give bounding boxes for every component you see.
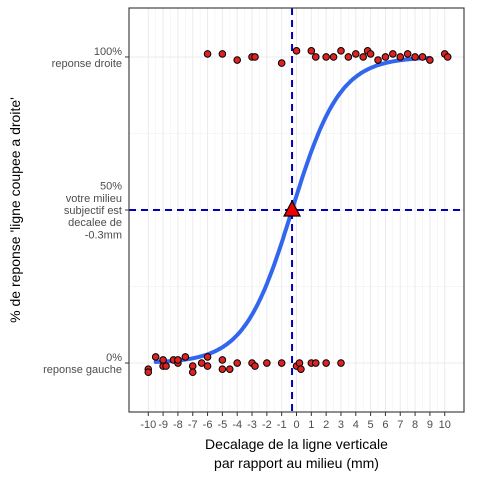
data-point (174, 356, 182, 364)
data-point (389, 50, 397, 58)
x-tick-label: -5 (217, 419, 227, 431)
data-point (292, 47, 301, 55)
data-point (307, 47, 316, 55)
data-point (443, 53, 452, 61)
data-point (151, 353, 160, 361)
data-point (418, 53, 427, 61)
data-point (159, 356, 167, 364)
data-point (218, 365, 227, 373)
data-point (426, 56, 434, 64)
data-point (295, 359, 304, 367)
data-point (203, 362, 212, 370)
data-point (322, 359, 330, 367)
reference-lines (129, 8, 464, 412)
data-point (396, 53, 405, 61)
x-axis-title-line1: Decalage de la ligne verticale (205, 436, 388, 452)
data-point (311, 359, 320, 367)
data-point (322, 53, 330, 61)
x-tick-label: -6 (203, 419, 213, 431)
data-point (233, 359, 242, 367)
data-point (311, 53, 320, 61)
data-point (225, 365, 234, 373)
data-point (251, 362, 259, 370)
x-tick-label: 8 (412, 419, 418, 431)
data-point (381, 53, 390, 61)
y-axis-ticks: 100% reponse droite 50% votre milieu subject… (43, 46, 129, 376)
pse-marker (283, 199, 302, 217)
data-point (277, 359, 286, 367)
y-tick-label-line: 100% (94, 46, 122, 58)
y-tick-label-line: 50% (100, 181, 122, 193)
y-tick-label-line: decalee de (68, 217, 122, 229)
data-point (344, 53, 353, 61)
x-tick-label: 5 (368, 419, 374, 431)
data-point (263, 359, 271, 367)
x-axis-ticks: -10 -9 -8 -7 -6 -5 -4 -3 -2 -1 0 1 2 3 4 5 6 7 8 9 10 (140, 412, 451, 431)
x-tick-label: -4 (232, 419, 242, 431)
y-tick-label-line: 0% (106, 352, 122, 364)
data-point (188, 362, 197, 370)
data-point (374, 56, 382, 64)
data-point (366, 50, 375, 58)
x-tick-label: -8 (173, 419, 183, 431)
data-point (351, 50, 360, 58)
x-tick-label: 7 (397, 419, 403, 431)
data-point (203, 50, 212, 58)
y-tick-label-line: -0.3mm (85, 229, 122, 241)
x-tick-label: -2 (262, 419, 272, 431)
x-tick-label: 4 (353, 419, 359, 431)
data-point (359, 53, 368, 61)
data-point (403, 50, 412, 58)
data-point (197, 359, 206, 367)
data-point (297, 365, 305, 373)
data-point (203, 353, 212, 361)
data-point (411, 53, 419, 61)
data-points (144, 47, 452, 377)
x-tick-label: 1 (308, 419, 314, 431)
y-tick-label-line: reponse droite (52, 58, 122, 70)
x-tick-label: 0 (293, 419, 299, 431)
data-point (337, 359, 345, 367)
x-tick-label: 3 (338, 419, 344, 431)
data-point (144, 368, 153, 377)
data-point (251, 53, 259, 61)
y-tick-label-line: reponse gauche (43, 364, 122, 376)
data-point (337, 47, 345, 55)
y-tick-label: 100% reponse droite (52, 46, 123, 70)
data-point (218, 50, 227, 58)
y-tick-label-line: subjectif est (64, 205, 122, 217)
x-tick-label: -10 (140, 419, 156, 431)
x-tick-label: 2 (323, 419, 329, 431)
y-tick-label-line: votre milieu (66, 193, 122, 205)
x-tick-label: -1 (277, 419, 287, 431)
x-tick-label: 9 (427, 419, 433, 431)
data-point (233, 56, 242, 64)
data-point (181, 353, 190, 361)
y-axis-title: % de reponse 'ligne coupee a droite' (7, 97, 23, 323)
y-tick-label: 50% votre milieu subjectif est decalee de -0… (64, 181, 122, 242)
data-point (188, 368, 197, 377)
y-tick-label: 0% reponse gauche (43, 352, 122, 376)
x-axis-title-line2: par rapport au milieu (mm) (214, 455, 379, 471)
data-point (329, 53, 338, 61)
data-point (218, 356, 227, 364)
x-tick-label: 10 (439, 419, 451, 431)
x-tick-label: -7 (188, 419, 198, 431)
data-point (277, 59, 286, 67)
x-tick-label: -9 (158, 419, 168, 431)
x-tick-label: 6 (382, 419, 388, 431)
pse-marker-layer (283, 199, 302, 217)
data-point (162, 362, 170, 370)
x-tick-label: -3 (247, 419, 257, 431)
